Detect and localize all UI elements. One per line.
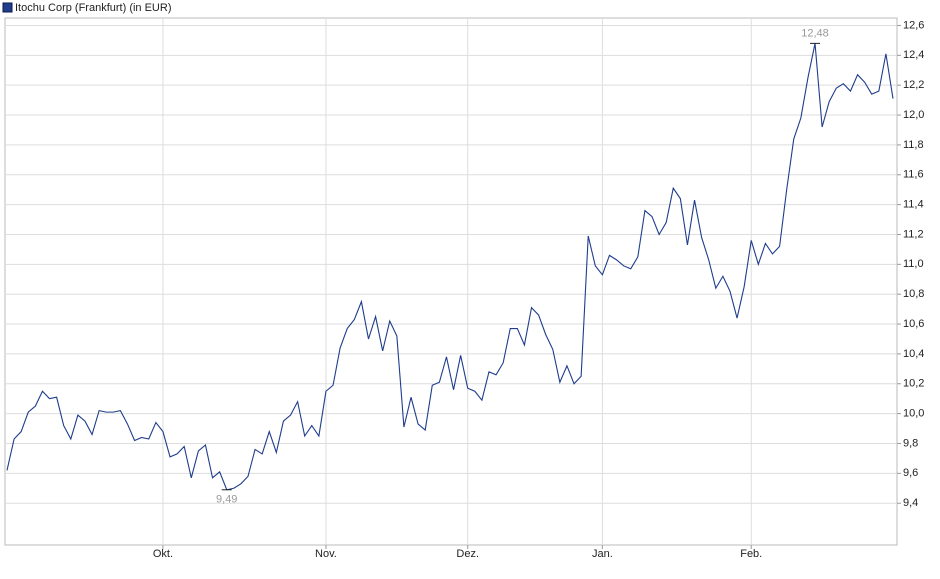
high-label: 12,48	[801, 27, 829, 39]
x-tick-label: Nov.	[315, 548, 337, 560]
y-tick-label: 11,8	[903, 139, 924, 151]
y-tick-label: 11,0	[903, 258, 924, 270]
x-tick-label: Jan.	[592, 548, 613, 560]
y-tick-label: 9,8	[903, 437, 918, 449]
y-tick-label: 12,6	[903, 19, 924, 31]
price-line	[6, 43, 894, 491]
y-tick-label: 10,4	[903, 348, 924, 360]
y-tick-label: 12,0	[903, 109, 924, 121]
y-tick-label: 12,2	[903, 79, 924, 91]
x-tick-label: Dez.	[456, 548, 479, 560]
y-tick-label: 10,8	[903, 288, 924, 300]
y-tick-label: 10,0	[903, 408, 924, 420]
y-tick-label: 9,4	[903, 497, 918, 509]
y-tick-label: 11,2	[903, 228, 924, 240]
y-tick-label: 12,4	[903, 49, 924, 61]
legend-label: Itochu Corp (Frankfurt) (in EUR)	[15, 2, 171, 14]
y-tick-label: 9,6	[903, 467, 918, 479]
plot-frame	[4, 17, 898, 546]
x-tick-label: Okt.	[153, 548, 173, 560]
y-tick-label: 10,2	[903, 378, 924, 390]
y-tick-label: 10,6	[903, 318, 924, 330]
legend-swatch	[2, 2, 13, 13]
x-tick-label: Feb.	[740, 548, 762, 560]
y-tick-label: 11,4	[903, 199, 924, 211]
low-label: 9,49	[216, 494, 237, 506]
y-tick-label: 11,6	[903, 169, 924, 181]
